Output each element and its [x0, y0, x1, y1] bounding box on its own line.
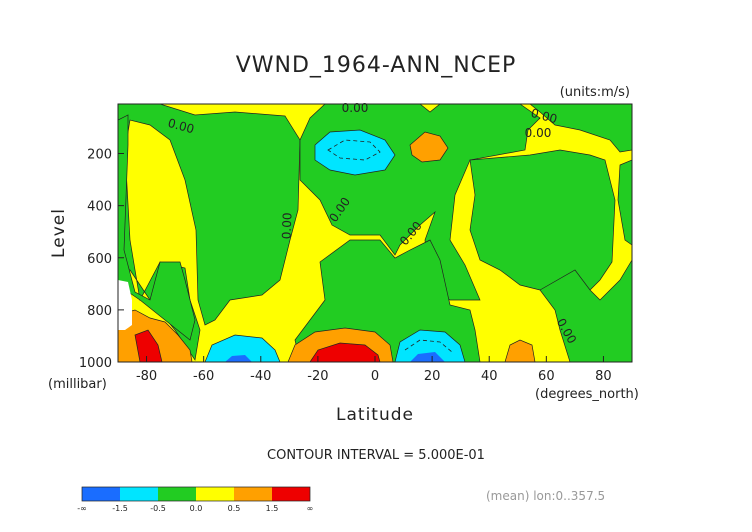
y-axis-ticks: 200 400 600 800 1000	[79, 148, 124, 371]
red-region-south-pole	[134, 329, 163, 362]
dashed-contour-upper	[327, 139, 381, 161]
orange-region-upper	[409, 131, 449, 163]
chart-title: VWND_1964-ANN_NCEP	[236, 53, 517, 78]
x-tick-label: 40	[481, 369, 498, 384]
x-units-label: (degrees_north)	[535, 387, 639, 402]
blue-region-south-surface	[225, 355, 252, 362]
x-tick-label: 0	[371, 369, 379, 384]
colorbar: -∞ -1.5 -0.5 0.0 0.5 1.5 ∞	[77, 486, 314, 513]
x-tick-label: 60	[538, 369, 555, 384]
x-tick-label: -80	[136, 369, 157, 384]
y-tick-label: 200	[87, 148, 112, 163]
contour-label-3: 0.00	[529, 106, 558, 126]
red-region-surface-mid	[309, 342, 381, 362]
footnote: (mean) lon:0..357.5	[486, 489, 605, 503]
x-axis-title: Latitude	[336, 405, 414, 425]
cyan-region-south-surface	[204, 334, 281, 362]
x-tick-label: 20	[424, 369, 441, 384]
y-tick-label: 400	[87, 200, 112, 215]
colorbar-swatch	[272, 487, 310, 501]
contour-label-4: 0.00	[525, 126, 552, 140]
x-tick-label: -60	[193, 369, 214, 384]
green-region-west-edge	[118, 114, 196, 341]
green-region-north-upper	[469, 149, 616, 291]
y-tick-label: 600	[87, 252, 112, 267]
y-tick-label: 800	[87, 304, 112, 319]
blue-region-tropic-surface	[410, 352, 445, 362]
colorbar-label: 0.5	[228, 504, 241, 513]
x-tick-label: 80	[595, 369, 612, 384]
colorbar-swatch	[82, 487, 120, 501]
colorbar-swatch	[234, 487, 272, 501]
x-axis-ticks: -80 -60 -40 -20 0 20 40 60 80	[136, 356, 612, 384]
colorbar-swatch	[158, 487, 196, 501]
missing-data-patch	[118, 280, 132, 330]
colorbar-label: 0.0	[190, 504, 203, 513]
contour-label-1: 0.00	[342, 101, 369, 115]
green-region-north-edge	[529, 104, 632, 153]
contour-label-5: 0.00	[280, 212, 295, 239]
contour-label-2: 0.00	[166, 116, 195, 136]
colorbar-label: ∞	[307, 504, 314, 513]
y-units-label: (millibar)	[48, 377, 107, 392]
orange-region-south-pole	[118, 309, 193, 362]
colorbar-label: -∞	[77, 504, 87, 513]
colorbar-label: -1.5	[112, 504, 128, 513]
y-axis-title: Level	[49, 208, 69, 258]
plot-area	[117, 103, 633, 363]
colorbar-swatch	[120, 487, 158, 501]
colorbar-label: -0.5	[150, 504, 166, 513]
green-region-far-east	[617, 159, 632, 246]
dashed-contour-tropic	[404, 339, 453, 353]
green-region-north-surface	[539, 259, 632, 362]
colorbar-swatch	[196, 487, 234, 501]
colorbar-label: 1.5	[266, 504, 279, 513]
x-tick-label: -20	[307, 369, 328, 384]
cyan-region-upper	[314, 129, 396, 176]
orange-region-north-surface	[504, 339, 536, 362]
y-tick-label: 1000	[79, 356, 112, 371]
x-tick-label: -40	[250, 369, 271, 384]
contour-interval-text: CONTOUR INTERVAL = 5.000E-01	[267, 448, 485, 463]
units-label: (units:m/s)	[560, 85, 630, 100]
cyan-region-tropic-surface	[394, 329, 466, 362]
colorbar-frame	[81, 486, 311, 502]
